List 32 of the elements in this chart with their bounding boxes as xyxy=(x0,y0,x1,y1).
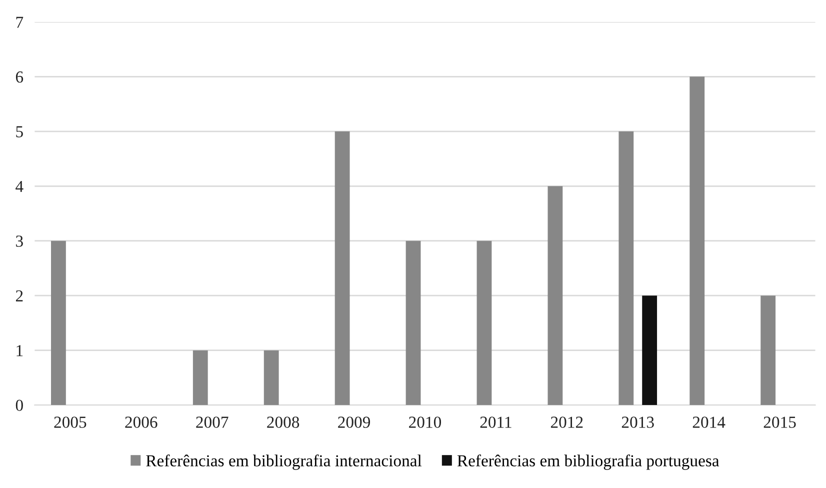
bar xyxy=(548,186,563,406)
y-tick-label: 1 xyxy=(16,345,23,356)
legend-label: Referências em bibliografia portuguesa xyxy=(457,454,720,470)
x-tick-label: 2015 xyxy=(764,416,796,428)
y-tick-label: 7 xyxy=(16,16,24,28)
bar xyxy=(264,350,279,406)
x-tick-label: 2010 xyxy=(409,416,442,428)
bar xyxy=(618,131,634,406)
bar xyxy=(476,240,492,406)
x-tick-label: 2011 xyxy=(480,416,512,428)
y-tick-label: 2 xyxy=(16,290,23,302)
legend-label: Referências em bibliografia internacional xyxy=(146,454,422,470)
bar xyxy=(760,296,776,406)
y-tick-label: 6 xyxy=(16,71,24,83)
bar xyxy=(690,76,705,406)
x-tick-label: 2012 xyxy=(550,416,583,428)
bar xyxy=(192,350,208,406)
y-tick-label: 3 xyxy=(16,236,23,247)
bar xyxy=(51,240,66,406)
x-tick-label: 2005 xyxy=(54,416,86,428)
x-tick-label: 2009 xyxy=(338,416,370,428)
y-tick-label: 4 xyxy=(16,180,24,192)
x-tick-label: 2013 xyxy=(622,416,654,428)
bar xyxy=(334,131,350,406)
y-tick-label: 0 xyxy=(16,400,23,411)
x-tick-label: 2007 xyxy=(196,416,228,428)
y-tick-label: 5 xyxy=(16,126,23,138)
bar xyxy=(642,296,658,406)
x-tick-label: 2006 xyxy=(125,416,158,428)
x-tick-label: 2014 xyxy=(692,416,726,428)
bar xyxy=(406,240,421,406)
x-tick-label: 2008 xyxy=(267,416,300,428)
